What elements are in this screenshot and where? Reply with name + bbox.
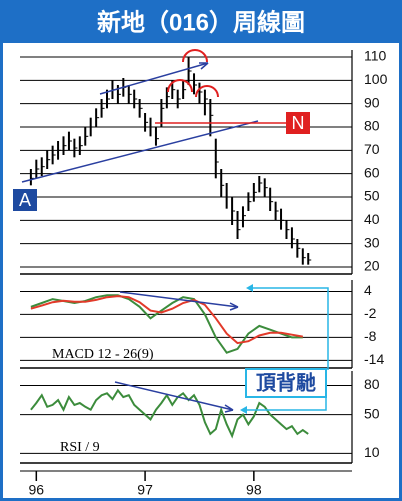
series-line: [30, 388, 309, 439]
connector: [246, 398, 327, 411]
y-tick-label: 70: [364, 141, 380, 157]
y-tick-label: 20: [364, 258, 380, 274]
x-tick-label: 98: [246, 482, 262, 498]
annotation: A: [19, 190, 31, 210]
label-box: [13, 189, 37, 211]
y-tick-label: 4: [364, 282, 372, 298]
y-tick-label: 90: [364, 94, 380, 110]
trend-arrow: [119, 291, 239, 308]
panel-label: RSI / 9: [60, 440, 100, 455]
arrow-head: [224, 404, 234, 413]
y-tick-label: 50: [364, 188, 380, 204]
y-tick-label: 110: [364, 48, 387, 64]
arrow-head: [199, 62, 209, 70]
annotation: 頂背馳: [256, 370, 316, 394]
label-box: [286, 112, 310, 134]
plot-area: 20 30 40 50 60 70 80 90 100 110 4 -2 -8 -14 80 50 10 96 97…: [20, 48, 388, 498]
y-tick-label: 50: [364, 405, 380, 421]
shoulder-arc: [167, 79, 193, 93]
y-tick-label: -2: [364, 305, 377, 321]
x-tick-label: 96: [29, 482, 45, 498]
connector: [248, 287, 329, 370]
series-line: [30, 295, 303, 345]
annotation: N: [292, 113, 305, 133]
trend-line: [21, 120, 259, 183]
y-tick-label: -8: [364, 328, 377, 344]
head-arc: [182, 49, 208, 63]
y-tick-label: 80: [364, 376, 380, 392]
shoulder-arc: [195, 85, 219, 98]
arrow-head: [240, 406, 247, 414]
arrow-head: [229, 302, 239, 311]
trend-arrow: [114, 381, 234, 411]
y-tick-label: 60: [364, 164, 380, 180]
y-tick-label: 40: [364, 211, 380, 227]
x-tick-label: 97: [137, 482, 153, 498]
arrow-head: [246, 284, 253, 292]
label-box: [245, 368, 327, 398]
chart-title: 新地（016）周線圖: [97, 8, 305, 36]
trend-arrow: [99, 62, 209, 95]
y-tick-label: 30: [364, 234, 380, 250]
y-tick-label: 10: [364, 444, 380, 460]
y-tick-label: 80: [364, 118, 380, 134]
panel-label: MACD 12 - 26(9): [52, 347, 154, 362]
title-banner: [3, 3, 399, 43]
y-tick-label: 100: [364, 71, 388, 87]
y-tick-label: -14: [364, 351, 384, 367]
